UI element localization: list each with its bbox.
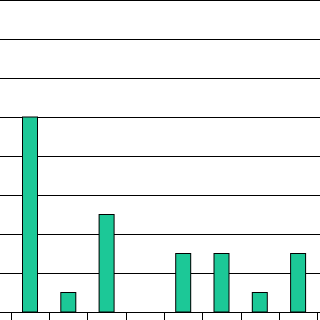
bar (98, 214, 115, 313)
bar (60, 292, 77, 313)
bar (213, 253, 230, 313)
bar (290, 253, 307, 313)
bar (251, 292, 268, 313)
bar (175, 253, 192, 313)
bar (22, 116, 38, 313)
